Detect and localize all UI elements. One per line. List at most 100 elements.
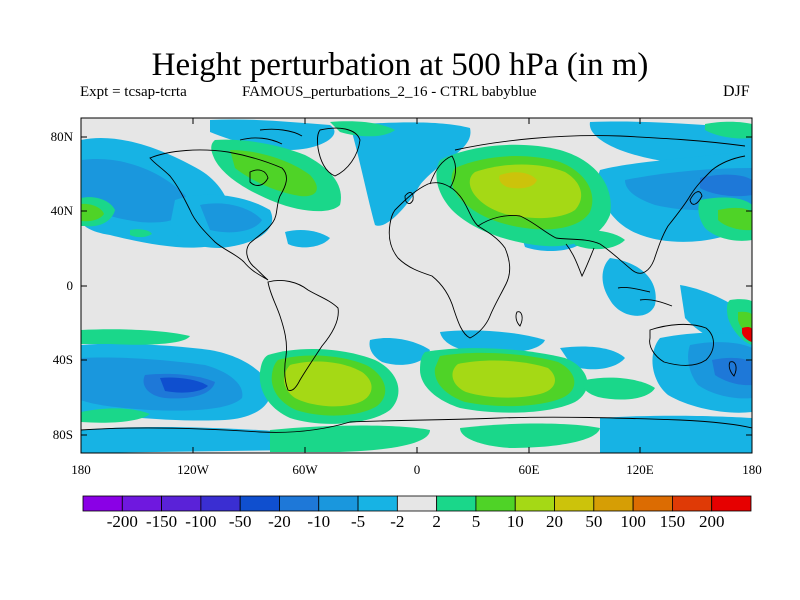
contour-pos-s-indian-east [583,377,655,400]
contour-pos-s-indian-20 [452,360,555,398]
contour-pos-pac-tiny [130,229,152,238]
colorbar-swatch [239,495,280,512]
season-label: DJF [723,83,750,100]
coast-greenland [316,127,361,177]
coast-indonesia [617,287,673,307]
colorbar-label: 150 [660,512,686,531]
lat-label: 80S [53,427,73,442]
lat-label: 80N [51,129,74,144]
contour-neg-s-indian-north [440,330,545,354]
coast-south-america [267,279,339,391]
contour-neg-south-pacific-deep [160,377,208,393]
colorbar-swatch [711,495,752,512]
lat-label: 40N [51,203,74,218]
contour-pos-eurasia-50 [499,172,537,189]
coast-arctic-islands [239,128,303,145]
experiment-label: Expt = tcsap-tcrta [80,84,187,100]
colorbar-swatch [200,495,241,512]
contour-neg-s-indian-east [560,346,625,370]
coast-india [565,243,595,278]
plot-title: Height perturbation at 500 hPa (in m) [151,47,649,83]
colorbar-swatch [318,495,359,512]
coast-uk [404,192,414,204]
colorbar-label: -150 [146,512,177,531]
contour-neg-na-east-inner [200,203,262,233]
lat-label: 40S [53,352,73,367]
colorbar-label: -5 [351,512,365,531]
colorbar-label: 50 [585,512,602,531]
coast-europe-africa [388,182,511,339]
contour-pos-canada-inner [230,150,317,197]
colorbar-swatch [554,495,595,512]
contour-neg-maritime [602,258,656,316]
contour-pos-antarctic-central [270,425,430,452]
colorbar-label: -20 [268,512,291,531]
coast-antarctica [81,416,752,433]
coast-australia [649,323,714,366]
coast-scandinavia [429,155,457,189]
lon-label: 180 [742,462,762,477]
contour-pos-eurasia-20 [469,164,582,219]
lat-label: 0 [67,278,74,293]
colorbar-swatch [436,495,477,512]
contour-neg-n-atlantic [350,122,471,226]
coast-asia [477,155,746,274]
lon-label: 120W [177,462,210,477]
contour-neg-antarctic [81,426,322,453]
colorbar-swatch [514,495,555,512]
colorbar-label: 10 [507,512,524,531]
contour-neg-sw-pacific-core [712,357,752,386]
colorbar-swatch [672,495,713,512]
coast-japan [689,191,703,205]
contour-pos-south-pac-strip [81,408,150,423]
lon-label: 0 [414,462,421,477]
lon-label: 60W [292,462,318,477]
colorbar-swatch [593,495,634,512]
colorbar-label: -10 [307,512,330,531]
colorbar-label: -200 [107,512,138,531]
contour-pos-antarctic-east [460,423,600,448]
lon-label: 180 [71,462,91,477]
coastlines [81,127,752,433]
colorbar-swatch [632,495,673,512]
contour-pos-south-pac-band [81,329,190,345]
colorbar-swatch [396,495,438,512]
contour-neg-antarctic-east [600,415,752,453]
colorbar-label: 2 [432,512,441,531]
colorbar-label: 100 [620,512,646,531]
contour-neg-east-asia-core [700,174,752,197]
colorbar-label: 200 [699,512,725,531]
contour-pos-s-atlantic-20 [283,361,372,407]
lon-axis: 180 120W 60W 0 60E 120E 180 [71,118,762,477]
colorbar-label: -50 [229,512,252,531]
colorbar-swatch [475,495,516,512]
colorbar-swatch [279,495,320,512]
colorbar-label: -2 [390,512,404,531]
colorbar-swatch [357,495,398,512]
coast-arctic-siberia [454,135,746,151]
map-field [81,118,752,453]
contour-neg-s-atlantic-north [369,338,430,365]
colorbar-label: 5 [472,512,481,531]
coast-north-america [149,149,287,281]
contour-pos-wpacific-inner [718,207,752,231]
lon-label: 60E [519,462,540,477]
run-description: FAMOUS_perturbations_2_16 - CTRL babyblu… [242,84,537,100]
contour-pos-red-spot [742,326,752,342]
coast-hudson-bay [249,169,269,186]
colorbar-swatch [161,495,202,512]
colorbar-swatch [82,495,123,512]
lat-axis: 80N 40N 0 40S 80S [51,129,752,442]
contour-pos-n-africa [570,230,625,250]
coast-new-zealand [728,361,737,377]
coast-madagascar [515,311,523,327]
colorbar-swatch [121,495,162,512]
colorbar-label: -100 [185,512,216,531]
colorbar: -200 -150 -100 -50 -20 -10 -5 -2 2 5 10 20 50 100 150 2… [82,495,752,531]
lon-label: 120E [626,462,654,477]
contour-pos-npac-west-inner [81,203,104,222]
contour-pos-atlantic-arctic [330,121,395,137]
colorbar-label: 20 [546,512,563,531]
contour-neg-atlantic-subtrop [285,230,330,248]
